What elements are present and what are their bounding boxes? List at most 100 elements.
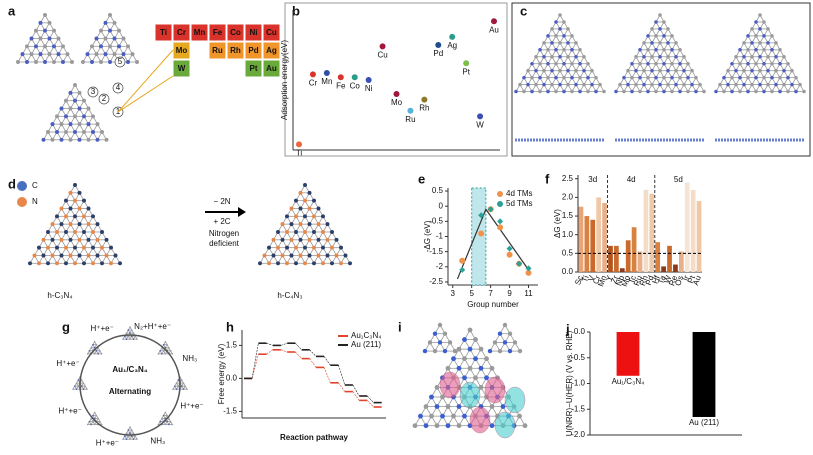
atom [522, 423, 528, 429]
atom [582, 55, 586, 59]
atom [91, 230, 95, 234]
atom [770, 89, 774, 94]
atom [690, 82, 694, 87]
data-point [491, 18, 497, 25]
x-axis-label: Group number [467, 300, 519, 309]
legend-swatch [497, 191, 503, 197]
atom [28, 261, 32, 266]
atom [85, 52, 90, 57]
connector [367, 395, 374, 403]
atom [678, 61, 682, 66]
data-point [449, 33, 456, 40]
atom [77, 385, 80, 387]
atom [47, 20, 52, 25]
atom [542, 41, 546, 45]
atom [489, 423, 495, 429]
atom [95, 253, 100, 258]
atom [164, 346, 167, 349]
data-point [477, 113, 484, 120]
atom [566, 55, 570, 59]
atom [558, 55, 562, 59]
atom [473, 337, 478, 342]
atom [316, 253, 321, 258]
connector [295, 351, 302, 359]
atom [654, 20, 658, 24]
atom [68, 90, 73, 95]
atom [686, 75, 690, 80]
atom [646, 61, 650, 66]
atom [794, 75, 798, 80]
atom [558, 41, 562, 45]
atom [121, 52, 126, 57]
pointer [117, 49, 174, 113]
atom [654, 48, 658, 52]
atom [77, 253, 82, 258]
element-cell [172, 23, 191, 42]
atom [82, 214, 86, 219]
atom [130, 429, 133, 431]
atom [68, 106, 73, 111]
atom [694, 75, 698, 80]
x-tick-label: Nb [614, 274, 626, 287]
atom [630, 75, 634, 80]
atom [80, 385, 83, 387]
atom [762, 89, 766, 94]
atom [172, 388, 174, 390]
atom [84, 385, 87, 387]
atom [550, 82, 554, 87]
atom [312, 198, 316, 203]
atom [38, 36, 43, 41]
atom [654, 61, 658, 66]
atom [497, 331, 503, 336]
atom [162, 343, 165, 346]
atom [554, 34, 558, 38]
atom [594, 89, 598, 94]
atom [73, 385, 76, 387]
y-tick-label: -1.5 [571, 404, 585, 413]
y-axis-label: -ΔG (eV) [423, 220, 432, 252]
atom [730, 75, 734, 80]
atom [666, 82, 670, 87]
atom [574, 55, 578, 59]
atom [718, 82, 722, 87]
atom [73, 183, 77, 187]
atom [100, 423, 103, 426]
atom [730, 61, 734, 66]
bar [649, 193, 655, 272]
atom [175, 382, 178, 384]
connector [266, 342, 273, 346]
isosurface [469, 406, 491, 434]
atom [467, 327, 473, 333]
atom [762, 61, 766, 66]
atom [112, 20, 117, 25]
atom [73, 214, 77, 219]
atom [32, 253, 37, 258]
atom [91, 214, 95, 219]
atom [462, 413, 467, 419]
atom [164, 417, 167, 420]
step-label: H⁺+e⁻ [58, 406, 81, 415]
point-label: Pd [433, 49, 443, 58]
atom [742, 68, 746, 73]
atom [321, 230, 325, 234]
atom [770, 48, 774, 52]
atom [161, 353, 163, 355]
atom [554, 20, 558, 24]
x-tick-label: Zr [609, 274, 620, 284]
atom [157, 423, 160, 426]
atom [526, 82, 530, 87]
y-tick-label: 0.5 [432, 186, 444, 195]
data-point [463, 60, 470, 67]
point-label: W [476, 121, 484, 130]
atom [113, 253, 118, 258]
atom [646, 34, 650, 38]
atom [166, 420, 168, 423]
atom [95, 343, 98, 346]
data-point [516, 260, 523, 267]
site-number: 3 [91, 87, 96, 96]
atom [738, 89, 742, 94]
atom [774, 41, 778, 45]
y-tick-label: -1.0 [571, 379, 585, 388]
y-tick-label: 2.5 [562, 174, 574, 183]
atom [517, 413, 522, 419]
